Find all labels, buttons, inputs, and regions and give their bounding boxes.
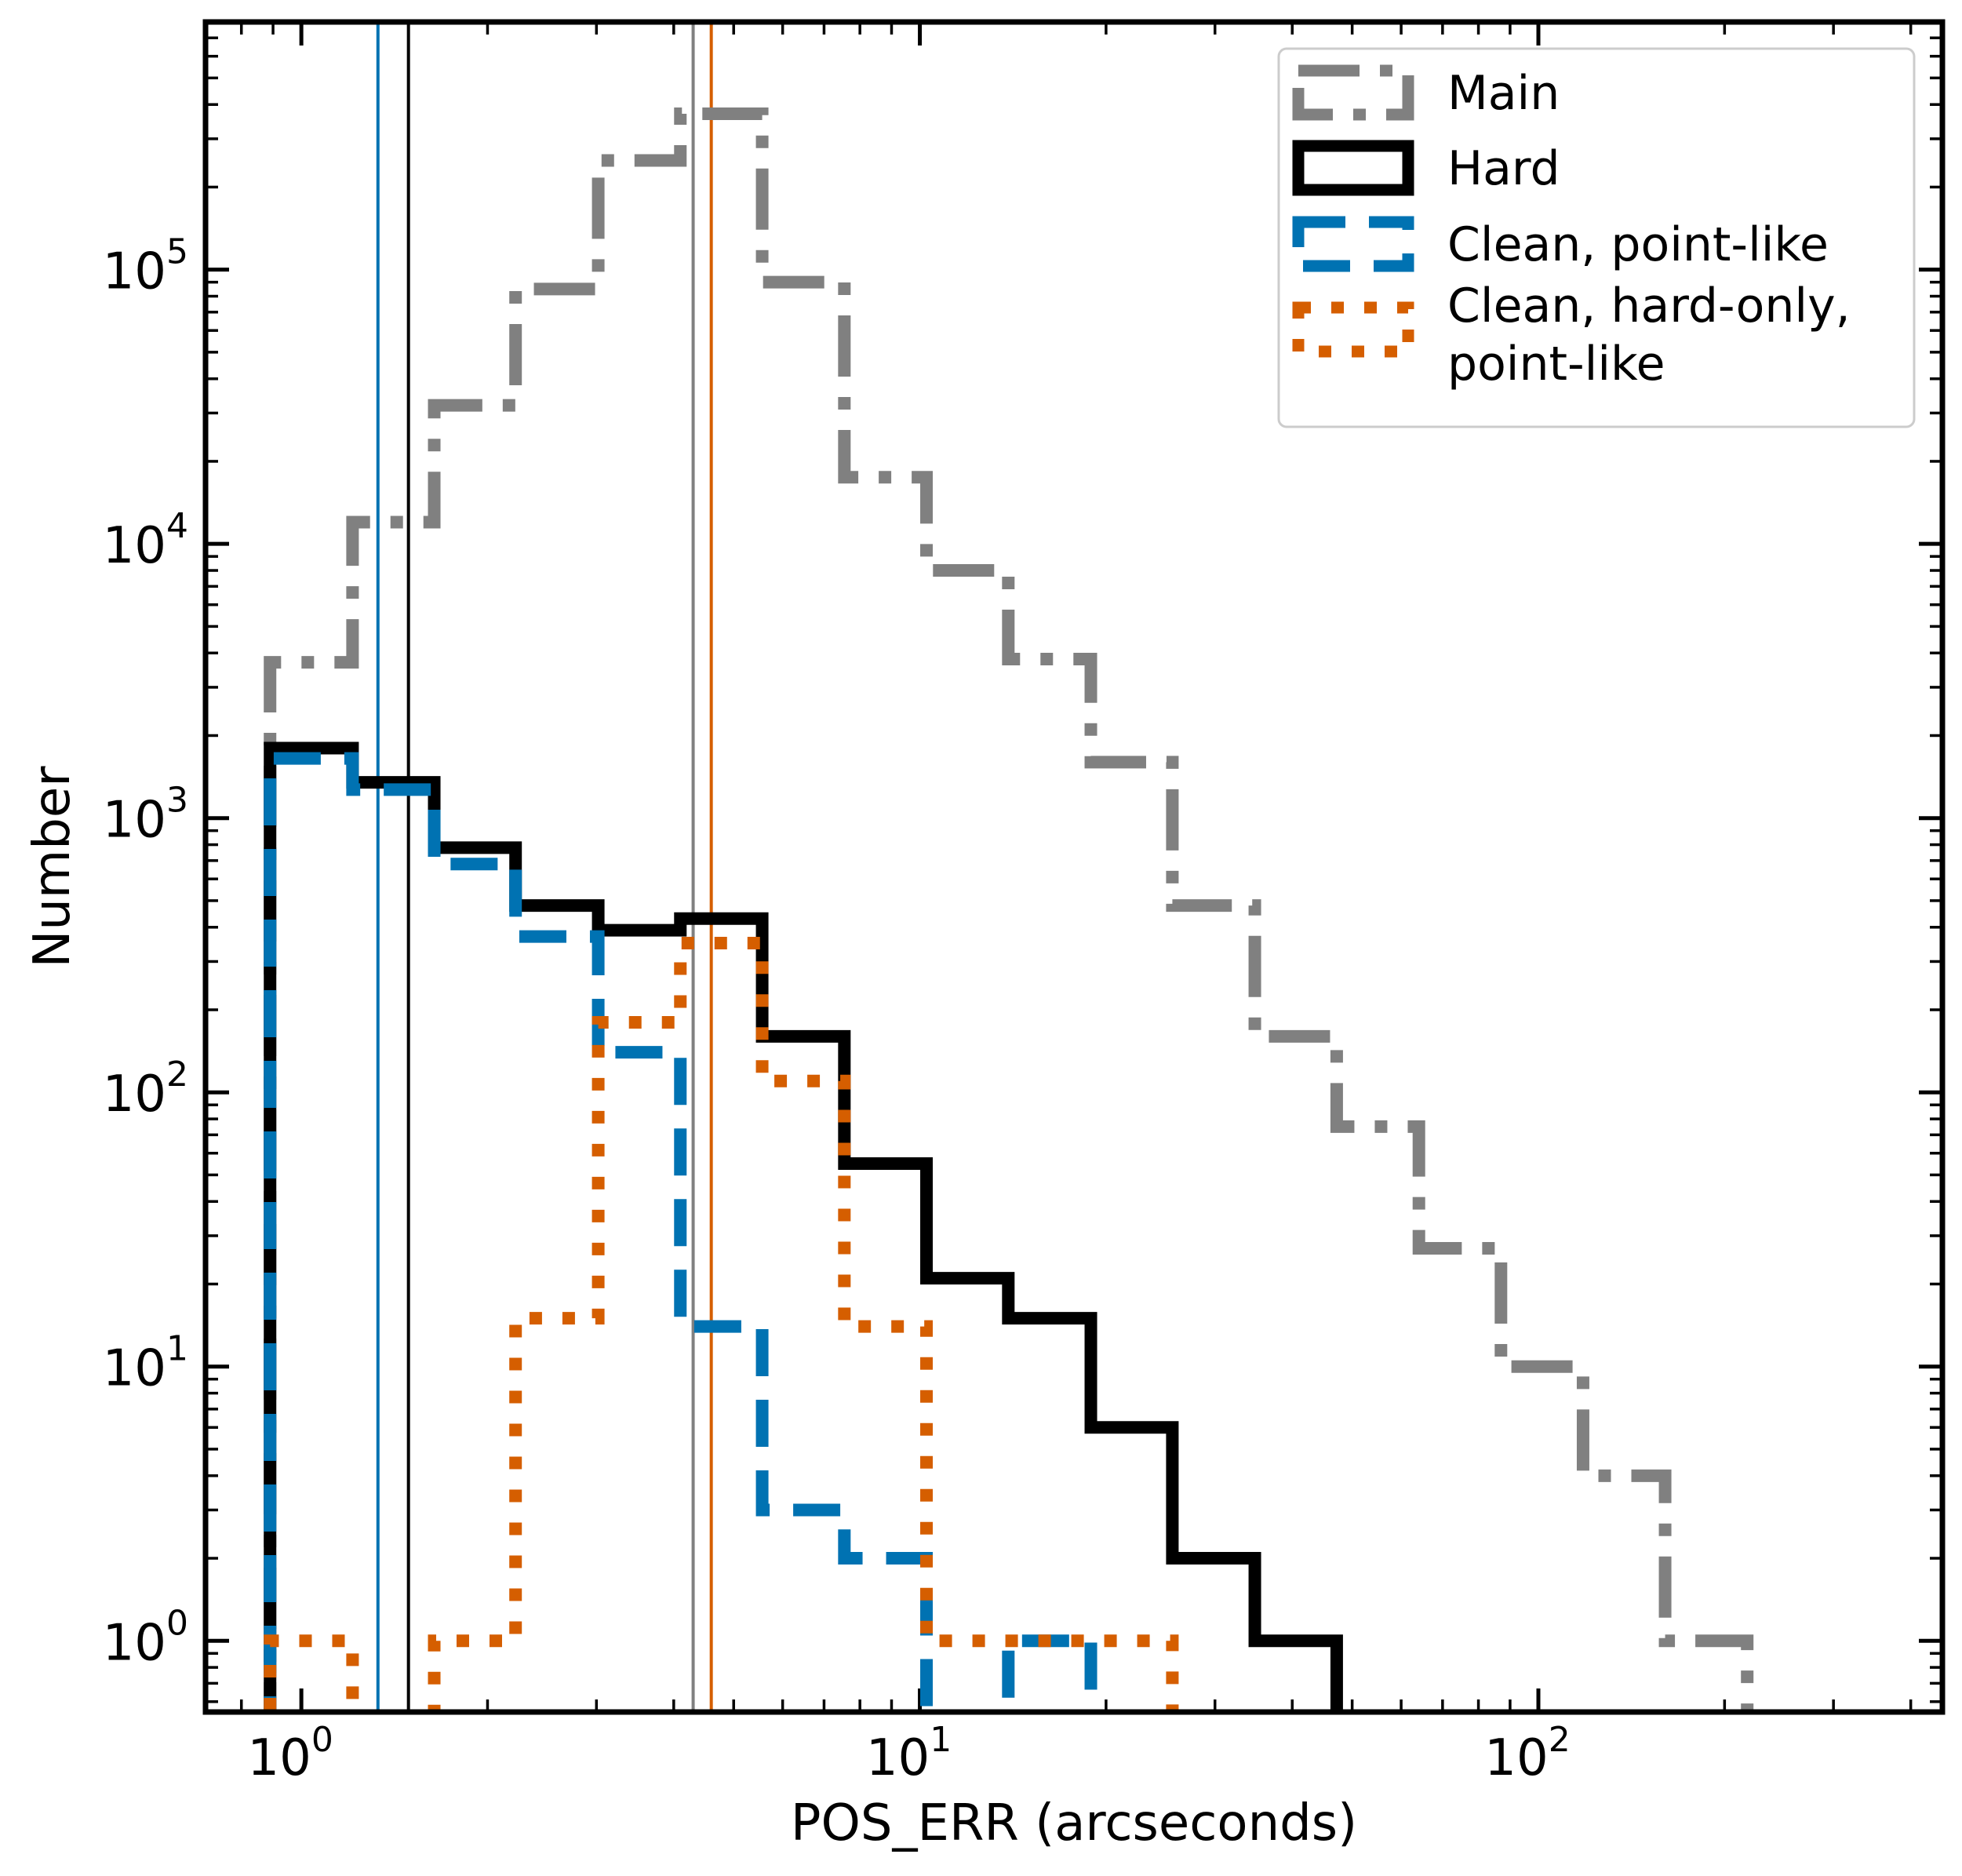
y-tick-label: 101 [103, 1329, 188, 1398]
legend-frame [1277, 47, 1916, 428]
legend-label: Hard [1447, 141, 1560, 196]
y-tick-label: 102 [103, 1055, 188, 1124]
x-tick-label: 101 [866, 1720, 952, 1787]
legend-swatch [1292, 140, 1414, 196]
legend-label: point-like [1447, 337, 1665, 392]
y-tick-labels: 100 101 102 103 104 105 [103, 232, 188, 1673]
legend-label: Clean, hard-only, [1447, 279, 1851, 333]
legend-swatch [1292, 64, 1414, 121]
reference-lines [376, 22, 713, 1712]
series-clean-hard-only-point-like [264, 937, 1179, 1712]
x-axis-label: POS_ERR (arcseconds) [791, 1794, 1357, 1852]
histogram-series [264, 107, 1754, 1712]
legend-label: Clean, point-like [1447, 217, 1829, 272]
y-tick-label: 105 [103, 232, 188, 301]
x-tick-label: 102 [1484, 1720, 1570, 1787]
series-clean-point-like [264, 752, 1097, 1712]
y-axis-label: Number [24, 766, 82, 968]
x-tick-labels: 100 101 102 [247, 1720, 1570, 1787]
y-tick-label: 100 [103, 1603, 188, 1672]
plot-frame [202, 19, 1946, 1715]
y-tick-label: 103 [103, 781, 188, 850]
y-tick-label: 104 [103, 506, 188, 575]
series-hard [264, 741, 1343, 1712]
legend: Main Hard Clean, point-like Clean, hard-onl… [1277, 47, 1916, 428]
legend-swatch [1292, 301, 1414, 358]
legend-label: Main [1447, 66, 1560, 121]
x-tick-label: 100 [247, 1720, 333, 1787]
series-main [264, 107, 1754, 1712]
legend-swatch [1292, 216, 1414, 272]
